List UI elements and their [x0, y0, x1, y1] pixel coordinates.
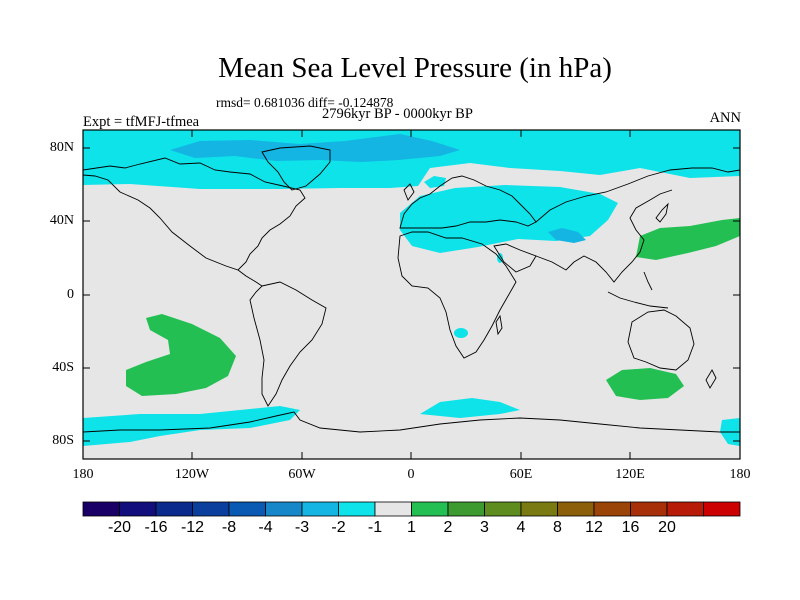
y-axis-label-80s: 80S [52, 433, 74, 448]
colorbar-label: 20 [658, 519, 676, 536]
colorbar-swatch [520, 501, 558, 517]
x-axis-label-120w: 120W [174, 467, 210, 482]
diff-value: -0.124878 [338, 95, 394, 110]
nw-pacific-positive-region [636, 218, 740, 260]
colorbar-label: -1 [367, 519, 383, 536]
colorbar-label: 1 [407, 519, 416, 536]
colorbar-swatch [119, 501, 157, 517]
north-atlantic-small-region [424, 176, 446, 188]
colorbar-label: 4 [516, 519, 526, 536]
colorbar-label: -4 [258, 519, 273, 536]
colorbar-swatch [82, 501, 120, 517]
coastline-europe [399, 175, 537, 229]
southern-ocean-atlantic-region [420, 398, 520, 418]
colorbar-label: 3 [480, 519, 489, 536]
colorbar-swatch [447, 501, 485, 517]
colorbar-swatch [338, 501, 376, 517]
y-axis-label-80n: 80N [49, 140, 74, 155]
coastline-indonesia [607, 271, 669, 309]
colorbar-swatch [155, 501, 193, 517]
x-axis-label-60e: 60E [509, 467, 533, 482]
coastline-south-america [249, 281, 327, 407]
colorbar-swatch [265, 501, 303, 517]
colorbar-label: -8 [221, 519, 237, 536]
colorbar-label: -3 [294, 519, 310, 536]
x-axis-label-180w: 180 [72, 467, 94, 482]
plot-title: Mean Sea Level Pressure (in hPa) [218, 52, 612, 84]
colorbar-swatch [192, 501, 230, 517]
coastline-arabia [493, 243, 537, 273]
rmsd-label: rmsd= [216, 95, 251, 110]
s-indian-positive-region [606, 368, 684, 400]
colorbar-label: -20 [107, 519, 132, 536]
y-axis-label-40n: 40N [49, 213, 74, 228]
colorbar-swatch [228, 501, 266, 517]
colorbar-label: 12 [585, 519, 603, 536]
x-axis-label-120e: 120E [615, 467, 645, 482]
colorbar-swatch [301, 501, 339, 517]
colorbar-label: 8 [553, 519, 562, 536]
statistics-line: rmsd= 0.681036 diff= -0.124878 [216, 95, 393, 111]
coastline-new-zealand [705, 369, 717, 389]
colorbar-label: 16 [621, 519, 640, 536]
coastline-africa [397, 231, 517, 359]
colorbar-swatch [630, 501, 668, 517]
coastline-asia [535, 167, 740, 283]
rmsd-value: 0.681036 [254, 95, 305, 110]
southern-ocean-negative-region [83, 406, 300, 446]
season-label: ANN [709, 110, 741, 126]
se-pacific-positive-region [126, 314, 236, 396]
colorbar-swatch [593, 501, 631, 517]
coastline-britain [403, 183, 415, 201]
colorbar-swatch [374, 501, 412, 517]
coastline-madagascar [495, 314, 503, 336]
coastline-greenland [261, 145, 331, 191]
colorbar-label: 2 [443, 519, 453, 536]
central-asia-core-region [548, 228, 586, 243]
greenland-core-region [170, 134, 460, 162]
africa-spot-south [454, 328, 468, 338]
coastline-japan [655, 202, 669, 223]
colorbar-swatch [484, 501, 522, 517]
colorbar-swatch [666, 501, 704, 517]
y-axis-label-0: 0 [67, 287, 74, 302]
coastline-antarctica [83, 411, 740, 433]
time-period-label: 2796kyr BP - 0000kyr BP [322, 106, 473, 122]
colorbar-label: -16 [144, 519, 168, 536]
y-axis-label-40s: 40S [52, 360, 74, 375]
coastline-central-america [237, 269, 263, 287]
coastline-australia [627, 309, 695, 371]
colorbar-label: -12 [180, 519, 205, 536]
x-axis-label-0: 0 [407, 467, 415, 482]
colorbar-swatch [411, 501, 449, 517]
experiment-label: Expt = tfMFJ-tfmea [83, 114, 200, 130]
coastline-north-america [83, 157, 306, 271]
colorbar-swatch [557, 501, 595, 517]
pressure-field [83, 130, 740, 446]
axis-ticks [83, 130, 740, 459]
colorbar-label: -2 [331, 519, 346, 536]
x-axis-label-60w: 60W [288, 467, 316, 482]
diff-label: diff= [308, 95, 335, 110]
colorbar-swatch [703, 501, 741, 517]
x-axis-label-180e: 180 [729, 467, 751, 482]
colorbar [82, 501, 741, 517]
coastlines [83, 145, 740, 433]
